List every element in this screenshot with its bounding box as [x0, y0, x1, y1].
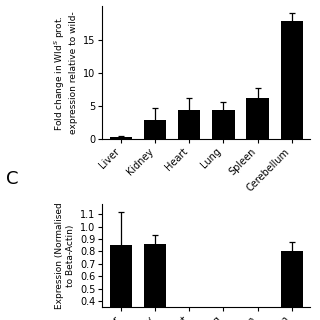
Y-axis label: Fold change in Wld$^S$ prot.
expression relative to wild-: Fold change in Wld$^S$ prot. expression … — [53, 12, 77, 134]
Bar — [281, 252, 303, 320]
Bar — [144, 120, 166, 140]
Y-axis label: Expression (Normalised
to Beta-Actin): Expression (Normalised to Beta-Actin) — [55, 203, 75, 309]
Bar — [178, 110, 200, 140]
Bar — [110, 245, 132, 320]
Bar — [212, 110, 235, 140]
Bar — [144, 244, 166, 320]
Bar — [281, 21, 303, 140]
Bar — [110, 138, 132, 140]
Text: C: C — [6, 170, 19, 188]
Bar — [246, 98, 268, 140]
